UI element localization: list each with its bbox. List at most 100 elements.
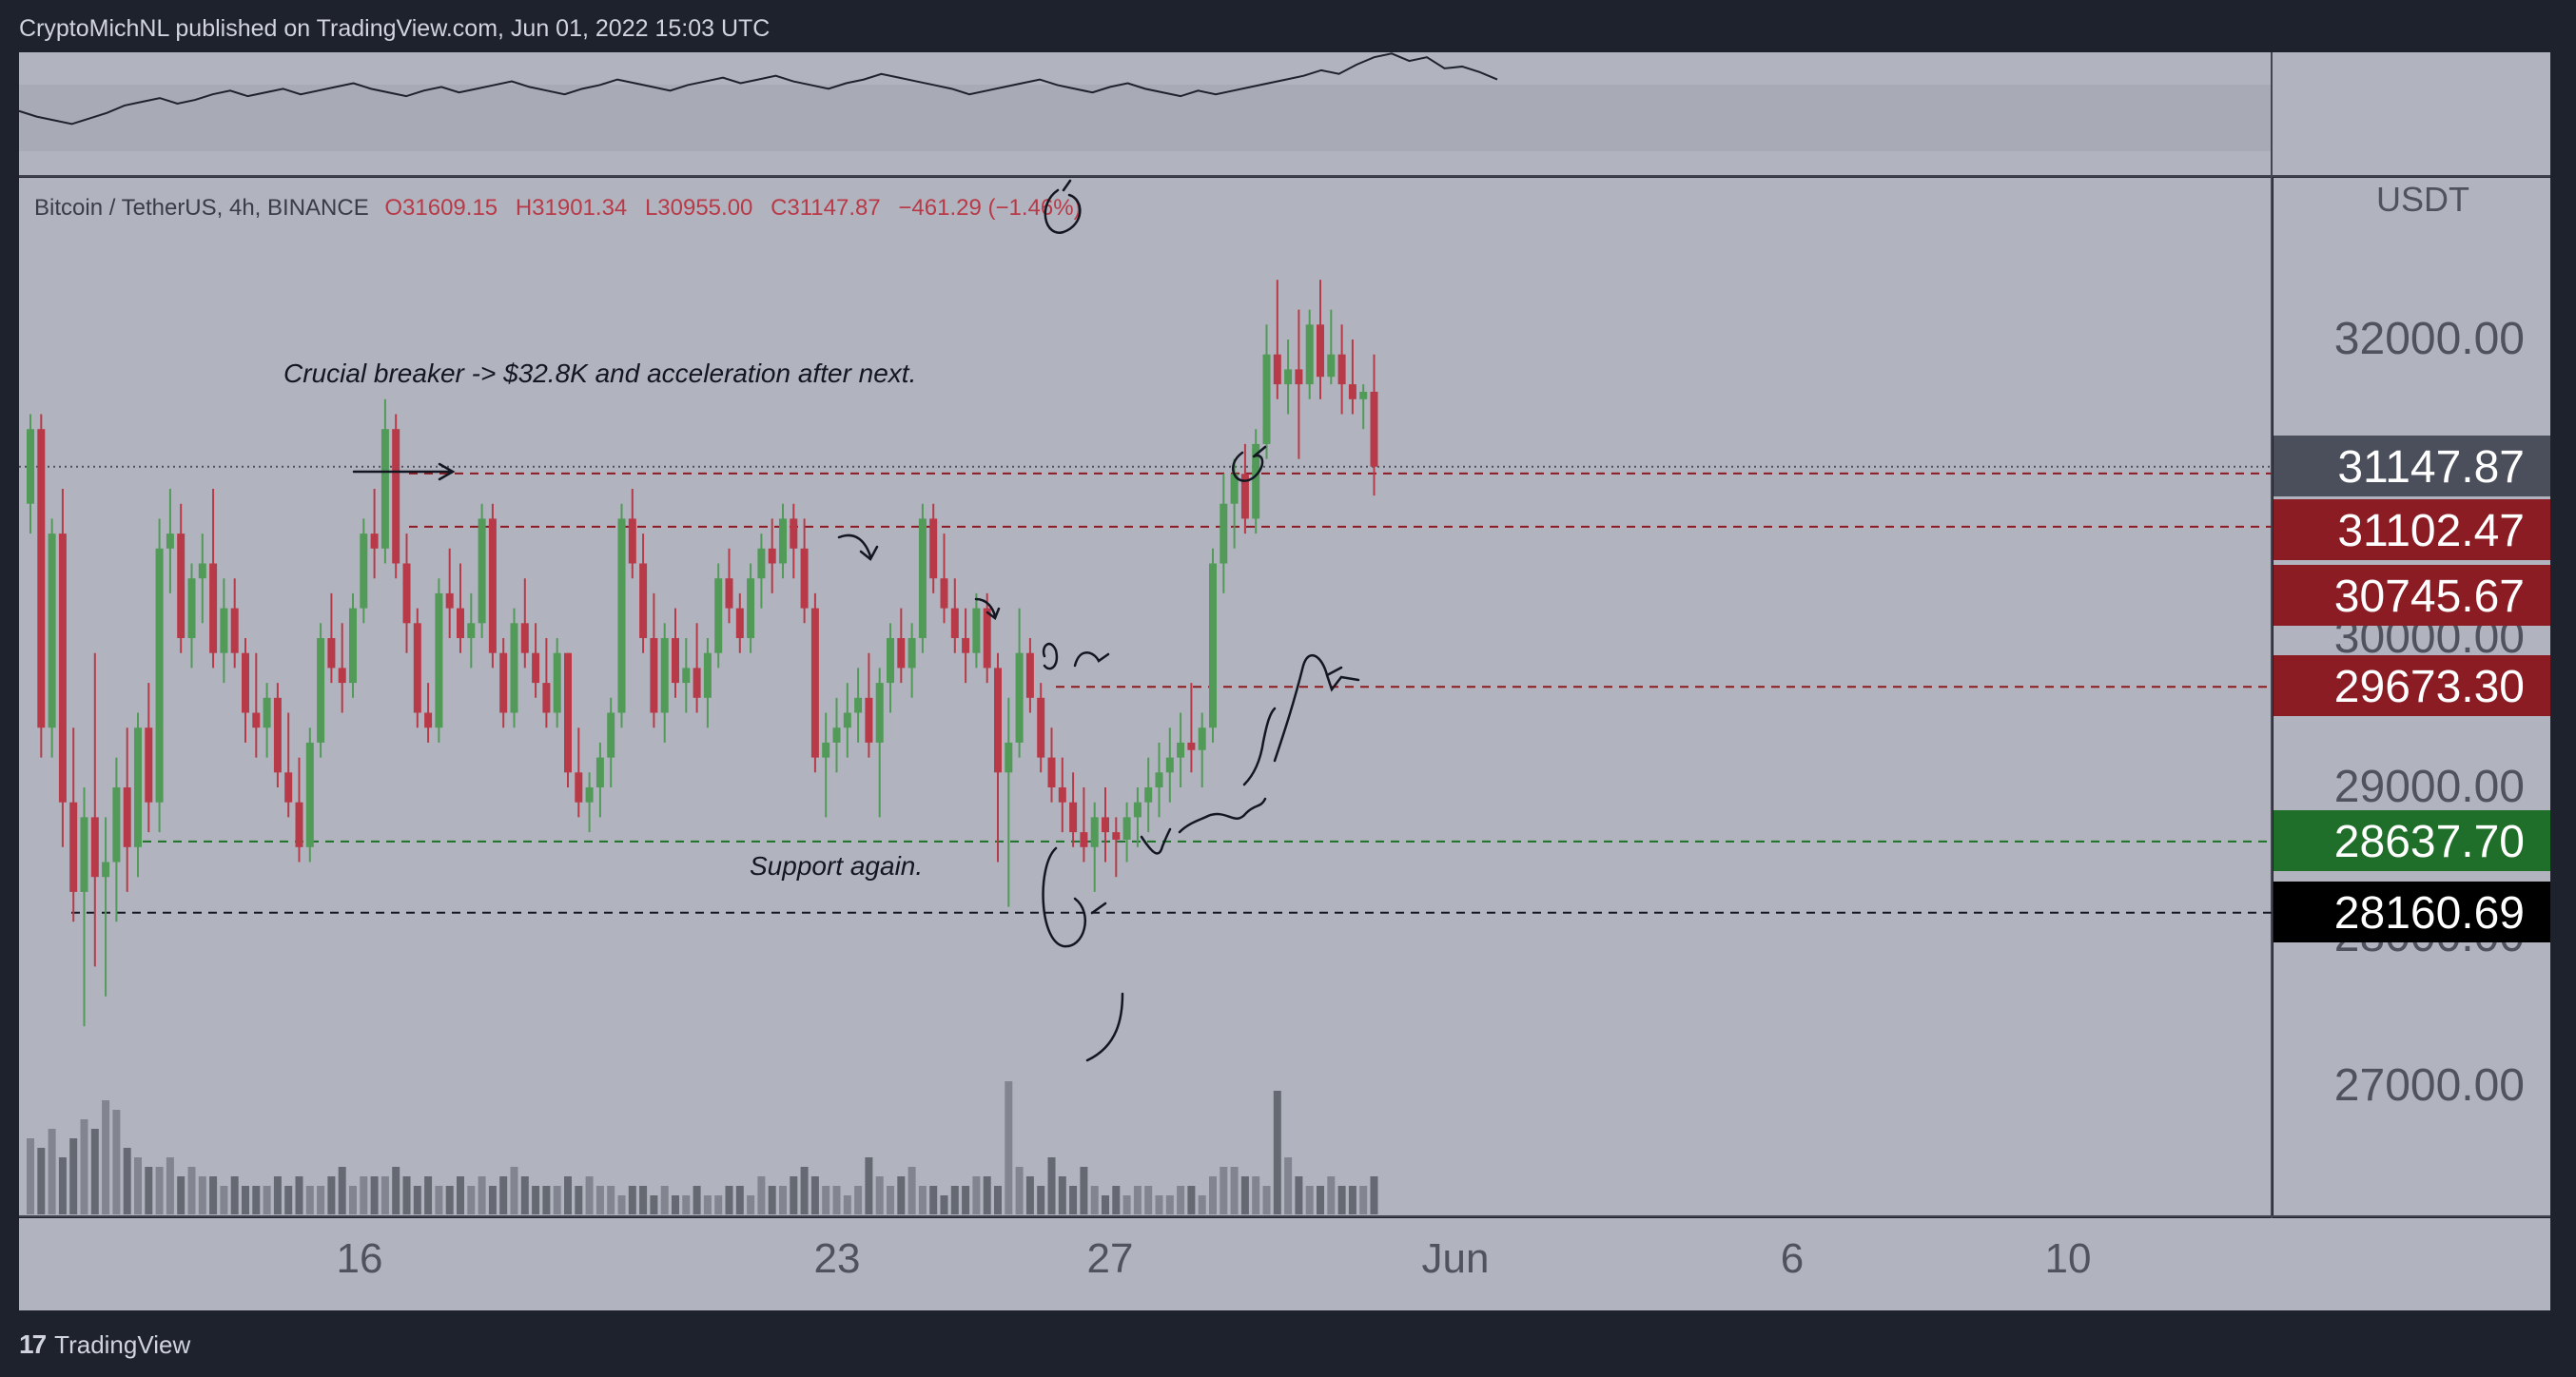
candle-body <box>940 578 948 609</box>
candle-body <box>1337 354 1346 385</box>
candle-body <box>757 548 766 579</box>
volume-bar <box>607 1186 615 1214</box>
candle-body <box>768 548 776 564</box>
candle-body <box>1262 354 1271 444</box>
candle-body <box>617 518 626 713</box>
rsi-axis <box>2272 52 2550 176</box>
y-tick-label: 32000.00 <box>2334 314 2525 364</box>
candle-body <box>822 742 830 758</box>
candle-body <box>553 652 561 713</box>
candle-body <box>994 668 1002 773</box>
candle-body <box>90 817 99 878</box>
candle-body <box>672 638 679 684</box>
candle-body <box>317 638 325 743</box>
candle-body <box>435 592 443 728</box>
candle-body <box>542 683 551 713</box>
volume-bar <box>790 1176 798 1214</box>
volume-bar <box>822 1186 830 1214</box>
candle-body <box>48 533 56 728</box>
candle-body <box>660 638 669 713</box>
volume-bar <box>1133 1186 1142 1214</box>
candle-body <box>929 518 938 579</box>
candle-body <box>1090 817 1099 847</box>
volume-bar <box>1348 1186 1356 1214</box>
candle-body <box>595 757 604 787</box>
price-label-value: 31102.47 <box>2337 506 2525 556</box>
volume-bar <box>1037 1186 1045 1214</box>
candle-body <box>1305 324 1314 385</box>
legend-change: −461.29 (−1.46%) <box>898 195 1081 221</box>
time-axis <box>19 1218 2550 1310</box>
rsi-line <box>18 52 1498 126</box>
volume-bar <box>1220 1167 1228 1214</box>
volume-bar <box>617 1195 626 1214</box>
volume-bar <box>360 1176 368 1214</box>
volume-bar <box>595 1186 604 1214</box>
volume-bar <box>1262 1186 1271 1214</box>
candle-body <box>327 638 336 669</box>
volume-bar <box>714 1195 723 1214</box>
candle-body <box>693 668 701 698</box>
volume-bar <box>510 1167 518 1214</box>
candle-body <box>187 578 196 638</box>
volume-bar <box>660 1186 669 1214</box>
candle-body <box>252 712 261 728</box>
volume-bar <box>155 1167 164 1214</box>
candle-body <box>1112 832 1121 840</box>
candle-body <box>703 652 712 698</box>
x-tick-label: 16 <box>337 1235 383 1282</box>
legend-symbol: Bitcoin / TetherUS, 4h, BINANCE <box>34 195 369 221</box>
volume-bar <box>779 1186 787 1214</box>
volume-bar <box>553 1186 561 1214</box>
volume-bar <box>305 1186 314 1214</box>
candle-body <box>1327 354 1336 378</box>
volume-bar <box>284 1186 293 1214</box>
hand-drawn-circle <box>1042 846 1107 948</box>
candle-body <box>123 787 131 847</box>
candle-body <box>510 623 518 713</box>
volume-bar <box>887 1186 894 1214</box>
candle-body <box>1122 817 1131 840</box>
x-tick-label: Jun <box>1422 1235 1490 1282</box>
price-label-box <box>2274 499 2550 560</box>
volume-bar <box>564 1176 572 1214</box>
candle-body <box>800 548 809 609</box>
volume-bar <box>962 1186 970 1214</box>
volume-bar <box>230 1176 239 1214</box>
candle-body <box>273 697 282 773</box>
candle-body <box>305 742 314 847</box>
volume-bar <box>1102 1195 1109 1214</box>
candle-body <box>983 608 991 669</box>
tradingview-logo[interactable]: 17 TradingView <box>19 1329 190 1360</box>
candle-body <box>682 668 691 684</box>
volume-bar <box>209 1176 218 1214</box>
x-tick-label: 23 <box>814 1235 861 1282</box>
volume-bar <box>918 1186 927 1214</box>
candle-body <box>166 533 174 549</box>
volume-bar <box>532 1186 540 1214</box>
volume-bar <box>907 1167 916 1214</box>
volume-bar <box>1080 1167 1088 1214</box>
candle-body <box>1187 742 1196 750</box>
hand-drawn-circle <box>1231 445 1267 482</box>
candle-body <box>155 548 164 803</box>
candle-body <box>499 652 508 713</box>
legend-open: O31609.15 <box>384 195 498 221</box>
publisher-line: CryptoMichNL published on TradingView.co… <box>19 15 771 42</box>
volume-bar <box>457 1176 464 1214</box>
volume-bar <box>1177 1186 1185 1214</box>
footer: 17 TradingView <box>0 1310 2576 1377</box>
volume-bar <box>402 1176 411 1214</box>
volume-bar <box>929 1186 938 1214</box>
volume-bar <box>994 1186 1002 1214</box>
price-label-box <box>2274 565 2550 626</box>
volume-bar <box>1317 1186 1324 1214</box>
volume-bar <box>843 1195 851 1214</box>
candle-body <box>1015 652 1024 743</box>
currency-label: USDT <box>2376 180 2469 219</box>
volume-bar <box>1015 1167 1024 1214</box>
volume-bar <box>693 1186 701 1214</box>
candle-body <box>263 697 271 728</box>
candle-body <box>747 578 755 638</box>
